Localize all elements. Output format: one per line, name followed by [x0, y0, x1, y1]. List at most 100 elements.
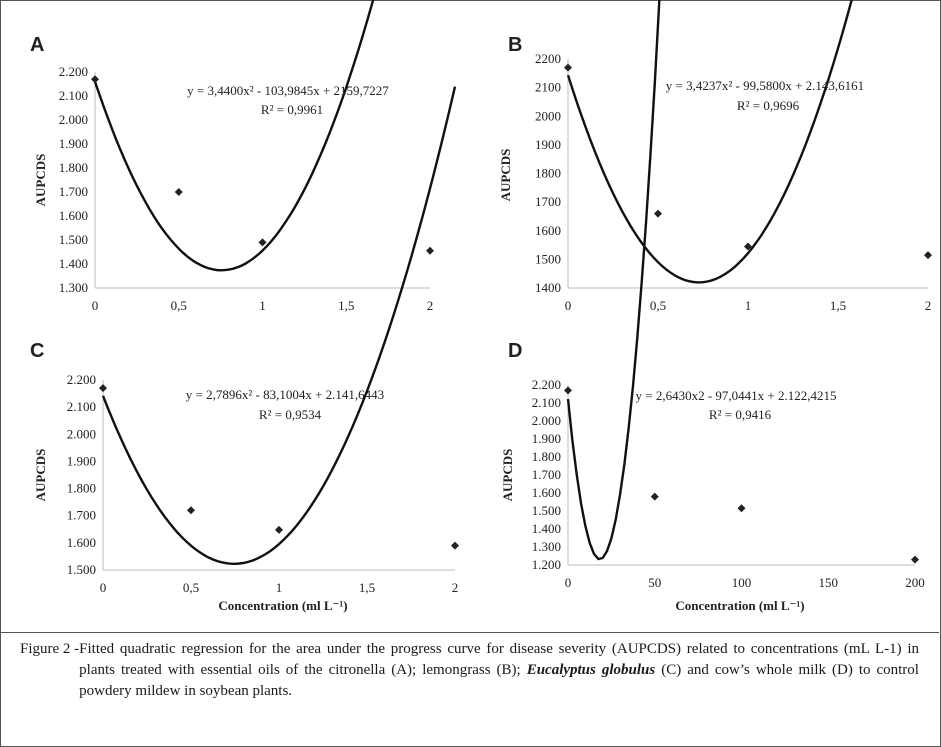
- x-tick-label: 0: [100, 580, 107, 595]
- y-tick-label: 1.700: [59, 184, 88, 199]
- y-tick-label: 2.200: [59, 64, 88, 79]
- y-tick-label: 1.200: [532, 557, 561, 572]
- caption-text: Fitted quadratic regression for the area…: [79, 639, 919, 702]
- data-point: [564, 386, 572, 394]
- panel-letter: D: [508, 340, 522, 362]
- data-point: [451, 542, 459, 550]
- y-axis-label: AUPCDS: [498, 149, 513, 202]
- data-point: [924, 251, 932, 259]
- y-tick-label: 1.800: [67, 481, 96, 496]
- x-axis-label: Concentration (ml L⁻¹): [218, 598, 347, 613]
- x-tick-label: 1: [259, 298, 266, 313]
- data-point: [187, 506, 195, 514]
- chart-panel-c: C 1.500 1.600 1.700 1.800 1.900 2.000 2.100 2.20…: [30, 87, 459, 613]
- panel-letter: B: [508, 34, 522, 56]
- data-point: [426, 247, 434, 255]
- y-tick-label: 1.500: [532, 503, 561, 518]
- panel-letter: A: [30, 34, 44, 56]
- y-tick-label: 2000: [535, 108, 561, 123]
- y-tick-label: 2.000: [59, 112, 88, 127]
- y-tick-label: 2.100: [59, 88, 88, 103]
- x-tick-label: 150: [819, 575, 839, 590]
- data-point: [275, 526, 283, 534]
- y-tick-label: 1400: [535, 280, 561, 295]
- y-tick-label: 1.300: [532, 539, 561, 554]
- regression-equation: y = 2,6430x2 - 97,0441x + 2.122,4215: [636, 388, 837, 403]
- r-squared: R² = 0,9961: [261, 102, 323, 117]
- x-tick-label: 2: [925, 298, 932, 313]
- x-tick-label: 1,5: [338, 298, 354, 313]
- x-tick-label: 1: [745, 298, 752, 313]
- y-axis-label: AUPCDS: [33, 449, 48, 502]
- y-tick-label: 1.600: [59, 208, 88, 223]
- y-tick-label: 1.700: [532, 467, 561, 482]
- x-tick-label: 0: [565, 575, 572, 590]
- data-point: [259, 238, 267, 246]
- y-tick-label: 1.800: [532, 449, 561, 464]
- regression-equation: y = 2,7896x² - 83,1004x + 2.141,6443: [186, 387, 384, 402]
- x-tick-label: 2: [452, 580, 459, 595]
- data-point: [175, 188, 183, 196]
- y-tick-label: 1.600: [67, 535, 96, 550]
- r-squared: R² = 0,9416: [709, 407, 772, 422]
- caption-species: Eucalyptus globulus: [527, 662, 656, 678]
- caption-prefix: Figure 2 -: [20, 639, 79, 702]
- y-tick-label: 1.900: [59, 136, 88, 151]
- r-squared: R² = 0,9696: [737, 98, 800, 113]
- y-tick-label: 2.200: [67, 372, 96, 387]
- y-tick-label: 1.400: [59, 256, 88, 271]
- fitted-curve: [95, 0, 430, 270]
- y-tick-label: 1900: [535, 137, 561, 152]
- x-tick-label: 1,5: [359, 580, 375, 595]
- y-tick-label: 1.300: [59, 280, 88, 295]
- data-point: [654, 210, 662, 218]
- y-tick-label: 2.000: [67, 426, 96, 441]
- x-tick-label: 2: [427, 298, 434, 313]
- y-tick-label: 1500: [535, 251, 561, 266]
- x-tick-label: 0,5: [650, 298, 666, 313]
- y-tick-label: 1700: [535, 194, 561, 209]
- chart-panel-a: A 1.300 1.400 1.500 1.600 1.700 1.800 1.900 2.00…: [30, 0, 434, 313]
- x-axis-label: Concentration (ml L⁻¹): [675, 598, 804, 613]
- r-squared: R² = 0,9534: [259, 407, 322, 422]
- y-tick-label: 1.900: [532, 431, 561, 446]
- data-point: [911, 556, 919, 564]
- y-tick-label: 2.000: [532, 413, 561, 428]
- y-tick-label: 1.500: [59, 232, 88, 247]
- fitted-curve: [568, 0, 928, 282]
- x-tick-label: 0: [565, 298, 572, 313]
- fitted-curve: [103, 87, 455, 564]
- y-tick-label: 2.200: [532, 377, 561, 392]
- data-point: [91, 75, 99, 83]
- panel-letter: C: [30, 340, 44, 362]
- y-tick-label: 2.100: [67, 399, 96, 414]
- x-tick-label: 200: [905, 575, 925, 590]
- data-point: [738, 504, 746, 512]
- x-tick-label: 0,5: [171, 298, 187, 313]
- x-tick-label: 0: [92, 298, 99, 313]
- y-tick-label: 1600: [535, 223, 561, 238]
- y-tick-label: 2100: [535, 80, 561, 95]
- data-point: [651, 493, 659, 501]
- y-axis-label: AUPCDS: [500, 449, 515, 502]
- figure-caption: Figure 2 - Fitted quadratic regression f…: [0, 632, 939, 702]
- x-tick-label: 1: [276, 580, 283, 595]
- x-tick-label: 100: [732, 575, 752, 590]
- chart-panel-b: B 1400 1500 1600 1700 1800 1900 2000 2100 2200 0 0,…: [498, 0, 932, 313]
- x-tick-label: 0,5: [183, 580, 199, 595]
- data-point: [564, 64, 572, 72]
- x-tick-label: 1,5: [830, 298, 846, 313]
- y-tick-label: 1.600: [532, 485, 561, 500]
- regression-equation: y = 3,4400x² - 103,9845x + 2159,7227: [187, 83, 389, 98]
- y-tick-label: 1.500: [67, 562, 96, 577]
- y-axis-label: AUPCDS: [33, 154, 48, 207]
- y-tick-label: 2200: [535, 51, 561, 66]
- y-tick-label: 1800: [535, 166, 561, 181]
- y-tick-label: 1.400: [532, 521, 561, 536]
- regression-equation: y = 3,4237x² - 99,5800x + 2.143,6161: [666, 78, 864, 93]
- chart-panels: A 1.300 1.400 1.500 1.600 1.700 1.800 1.900 2.00…: [0, 0, 941, 632]
- data-point: [99, 384, 107, 392]
- x-tick-label: 50: [648, 575, 661, 590]
- y-tick-label: 1.900: [67, 453, 96, 468]
- y-tick-label: 1.800: [59, 160, 88, 175]
